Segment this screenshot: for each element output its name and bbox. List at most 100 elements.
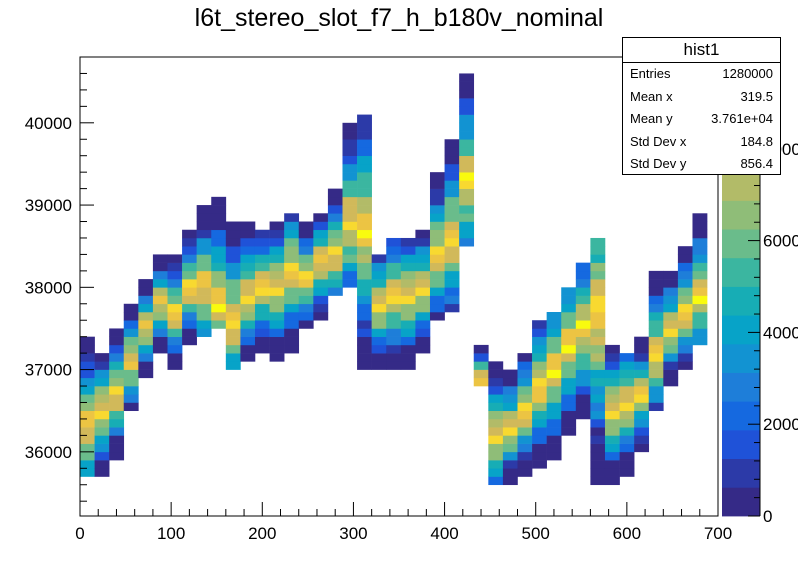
heatmap-cell: [298, 221, 314, 231]
plot-frame: [79, 56, 719, 517]
heatmap-cell: [357, 312, 372, 321]
heatmap-cell: [284, 336, 300, 346]
x-tick-label: 0: [75, 524, 84, 543]
heatmap-cell: [284, 279, 300, 288]
heatmap-cell: [648, 402, 664, 412]
heatmap-cell: [152, 287, 168, 296]
heatmap-cell: [109, 369, 125, 379]
heatmap-cell: [634, 410, 650, 420]
heatmap-cell: [429, 237, 445, 247]
heatmap-cell: [327, 188, 343, 198]
heatmap-cell: [459, 139, 475, 148]
heatmap-cell: [371, 320, 387, 329]
heatmap-cell: [152, 344, 168, 354]
heatmap-cell: [269, 221, 285, 231]
heatmap-cell: [459, 98, 475, 107]
heatmap-cell: [240, 344, 256, 354]
heatmap-cell: [327, 229, 343, 239]
heatmap-cell: [138, 328, 154, 337]
heatmap-cell: [371, 295, 387, 305]
heatmap-cell: [546, 320, 562, 329]
heatmap-cell: [357, 131, 372, 140]
heatmap-cell: [327, 221, 343, 231]
heatmap-cell: [532, 377, 547, 387]
heatmap-cell: [604, 451, 620, 461]
heatmap-cell: [313, 295, 329, 305]
heatmap-cell: [123, 377, 139, 387]
heatmap-cell: [663, 320, 679, 329]
heatmap-cell: [371, 303, 387, 313]
heatmap-cell: [400, 246, 416, 255]
heatmap-cell: [692, 246, 708, 255]
heatmap-cell: [357, 320, 372, 329]
heatmap-cell: [386, 353, 402, 362]
heatmap-cell: [561, 303, 577, 313]
heatmap-cell: [619, 369, 635, 379]
heatmap-cell: [546, 344, 562, 354]
heatmap-cell: [429, 312, 445, 321]
heatmap-cell: [502, 451, 518, 461]
heatmap-cell: [196, 246, 212, 255]
heatmap-cell: [459, 89, 475, 99]
heatmap-cell: [532, 418, 547, 428]
heatmap-cell: [298, 254, 314, 263]
heatmap-cell: [677, 344, 693, 354]
heatmap-cell: [532, 427, 547, 436]
heatmap-cell: [590, 468, 606, 477]
heatmap-cell: [429, 172, 445, 181]
heatmap-cell: [386, 328, 402, 337]
heatmap-cell: [80, 460, 95, 469]
heatmap-cell: [123, 336, 139, 346]
heatmap-cell: [517, 468, 533, 477]
stats-label: Std Dev x: [630, 133, 687, 149]
heatmap-cell: [619, 460, 635, 469]
heatmap-cell: [459, 221, 475, 231]
heatmap-cell: [196, 295, 212, 305]
heatmap-cell: [677, 246, 693, 255]
heatmap-cell: [459, 237, 475, 247]
heatmap-cell: [284, 320, 300, 329]
heatmap-cell: [444, 205, 460, 214]
heatmap-cell: [590, 386, 606, 395]
heatmap-cell: [532, 353, 547, 362]
heatmap-cell: [590, 279, 606, 288]
heatmap-cell: [152, 336, 168, 346]
heatmap-cell: [663, 287, 679, 296]
heatmap-cell: [254, 254, 270, 263]
heatmap-cell: [604, 418, 620, 428]
heatmap-cell: [692, 295, 708, 305]
heatmap-cell: [80, 402, 95, 412]
heatmap-cell: [459, 172, 475, 181]
heatmap-cell: [342, 254, 358, 263]
heatmap-cell: [677, 361, 693, 370]
heatmap-cell: [254, 344, 270, 354]
heatmap-cell: [532, 320, 547, 329]
heatmap-cell: [298, 303, 314, 313]
colorbar-swatch: [722, 315, 760, 345]
stats-row-mean-x: Mean x 319.5: [623, 86, 780, 109]
heatmap-cell: [459, 196, 475, 206]
heatmap-cell: [109, 361, 125, 370]
heatmap-cell: [692, 287, 708, 296]
heatmap-cell: [269, 295, 285, 305]
heatmap-cell: [138, 336, 154, 346]
heatmap-cell: [634, 361, 650, 370]
heatmap-cell: [357, 229, 372, 239]
heatmap-cell: [634, 427, 650, 436]
heatmap-cell: [590, 394, 606, 403]
heatmap-cell: [604, 476, 620, 486]
heatmap-cell: [211, 303, 227, 313]
x-axis: 0 100 200 300 400 500 600 700: [75, 502, 732, 543]
heatmap-cell: [400, 270, 416, 280]
heatmap-cell: [138, 320, 154, 329]
heatmap-cell: [94, 435, 110, 444]
heatmap-cell: [546, 451, 562, 461]
heatmap-cell: [254, 336, 270, 346]
heatmap-cell: [532, 328, 547, 337]
heatmap-cell: [211, 229, 227, 239]
heatmap-cell: [429, 303, 445, 313]
heatmap-cell: [240, 328, 256, 337]
heatmap-cell: [590, 237, 606, 247]
heatmap-cell: [269, 353, 285, 362]
